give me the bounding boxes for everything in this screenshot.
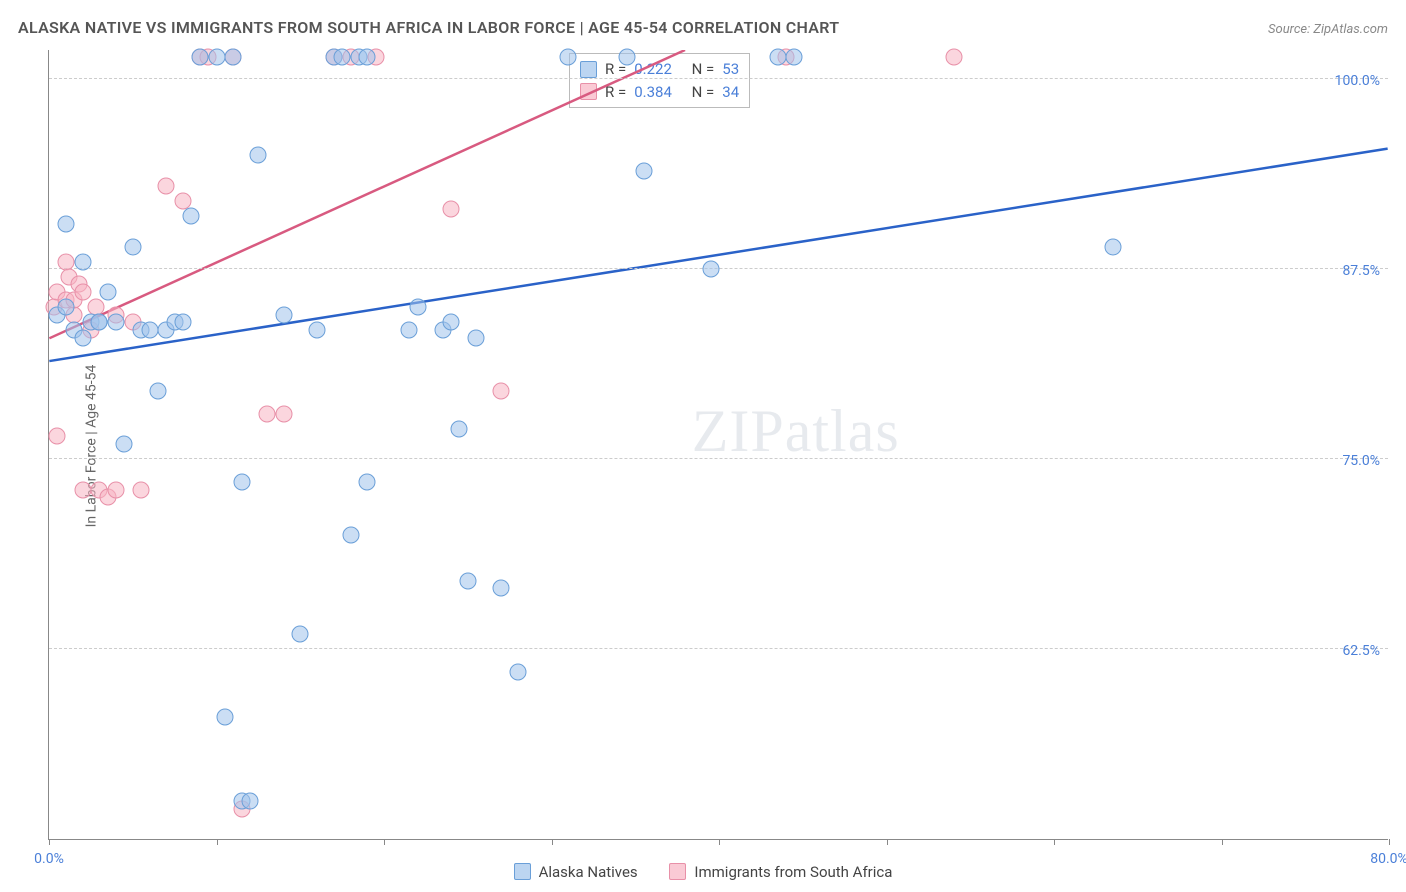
data-point-blue bbox=[334, 48, 351, 65]
data-point-pink bbox=[133, 481, 150, 498]
data-point-blue bbox=[91, 314, 108, 331]
data-point-blue bbox=[116, 436, 133, 453]
y-tick-label: 100.0% bbox=[1335, 73, 1380, 89]
data-point-blue bbox=[451, 420, 468, 437]
data-point-blue bbox=[468, 329, 485, 346]
gridline bbox=[49, 648, 1388, 649]
data-point-blue bbox=[99, 284, 116, 301]
watermark: ZIPatlas bbox=[692, 397, 900, 466]
x-tick bbox=[719, 839, 720, 845]
data-point-blue bbox=[459, 572, 476, 589]
data-point-blue bbox=[702, 261, 719, 278]
data-point-pink bbox=[443, 200, 460, 217]
data-point-blue bbox=[443, 314, 460, 331]
data-point-blue bbox=[560, 48, 577, 65]
trend-line-blue bbox=[49, 149, 1387, 361]
chart-header: ALASKA NATIVE VS IMMIGRANTS FROM SOUTH A… bbox=[18, 18, 1388, 37]
data-point-blue bbox=[292, 625, 309, 642]
legend-item-pink: Immigrants from South Africa bbox=[669, 863, 892, 881]
gridline bbox=[49, 78, 1388, 79]
data-point-blue bbox=[786, 48, 803, 65]
y-tick-label: 75.0% bbox=[1342, 453, 1380, 469]
swatch-pink-icon bbox=[669, 863, 686, 880]
data-point-blue bbox=[216, 709, 233, 726]
data-point-blue bbox=[124, 238, 141, 255]
trend-lines bbox=[49, 50, 1388, 839]
gridline bbox=[49, 458, 1388, 459]
x-tick bbox=[1054, 839, 1055, 845]
swatch-blue-icon bbox=[580, 61, 597, 78]
data-point-blue bbox=[57, 299, 74, 316]
chart-title: ALASKA NATIVE VS IMMIGRANTS FROM SOUTH A… bbox=[18, 18, 839, 37]
data-point-blue bbox=[510, 663, 527, 680]
data-point-pink bbox=[158, 177, 175, 194]
x-tick bbox=[49, 839, 50, 845]
legend-item-blue: Alaska Natives bbox=[514, 863, 638, 881]
data-point-blue bbox=[149, 382, 166, 399]
correlation-legend: R = 0.222 N = 53 R = 0.384 N = 34 bbox=[569, 53, 750, 108]
data-point-blue bbox=[57, 215, 74, 232]
data-point-pink bbox=[275, 405, 292, 422]
swatch-pink-icon bbox=[580, 83, 597, 100]
data-point-blue bbox=[493, 580, 510, 597]
data-point-blue bbox=[191, 48, 208, 65]
data-point-blue bbox=[635, 162, 652, 179]
data-point-pink bbox=[49, 428, 66, 445]
data-point-blue bbox=[141, 322, 158, 339]
scatter-chart: ZIPatlas R = 0.222 N = 53 R = 0.384 N = … bbox=[48, 50, 1388, 840]
data-point-blue bbox=[74, 329, 91, 346]
data-point-blue bbox=[309, 322, 326, 339]
data-point-blue bbox=[401, 322, 418, 339]
data-point-pink bbox=[57, 253, 74, 270]
data-point-pink bbox=[74, 284, 91, 301]
data-point-blue bbox=[275, 306, 292, 323]
swatch-blue-icon bbox=[514, 863, 531, 880]
x-tick bbox=[384, 839, 385, 845]
x-tick bbox=[887, 839, 888, 845]
data-point-blue bbox=[342, 527, 359, 544]
data-point-blue bbox=[618, 48, 635, 65]
legend-row-pink: R = 0.384 N = 34 bbox=[580, 81, 739, 104]
data-point-blue bbox=[409, 299, 426, 316]
data-point-blue bbox=[242, 793, 259, 810]
data-point-blue bbox=[233, 473, 250, 490]
data-point-blue bbox=[208, 48, 225, 65]
data-point-pink bbox=[945, 48, 962, 65]
data-point-blue bbox=[175, 314, 192, 331]
y-tick-label: 62.5% bbox=[1342, 643, 1380, 659]
data-point-blue bbox=[250, 147, 267, 164]
data-point-blue bbox=[225, 48, 242, 65]
data-point-blue bbox=[108, 314, 125, 331]
x-tick bbox=[1222, 839, 1223, 845]
data-point-blue bbox=[769, 48, 786, 65]
x-tick bbox=[1389, 839, 1390, 845]
chart-source: Source: ZipAtlas.com bbox=[1268, 22, 1388, 37]
data-point-blue bbox=[74, 253, 91, 270]
data-point-pink bbox=[493, 382, 510, 399]
x-tick bbox=[217, 839, 218, 845]
data-point-blue bbox=[359, 473, 376, 490]
y-tick-label: 87.5% bbox=[1342, 263, 1380, 279]
data-point-blue bbox=[1104, 238, 1121, 255]
data-point-blue bbox=[183, 208, 200, 225]
data-point-pink bbox=[74, 481, 91, 498]
data-point-blue bbox=[359, 48, 376, 65]
series-legend: Alaska Natives Immigrants from South Afr… bbox=[0, 863, 1406, 885]
data-point-pink bbox=[258, 405, 275, 422]
legend-row-blue: R = 0.222 N = 53 bbox=[580, 58, 739, 81]
data-point-pink bbox=[108, 481, 125, 498]
x-tick bbox=[552, 839, 553, 845]
